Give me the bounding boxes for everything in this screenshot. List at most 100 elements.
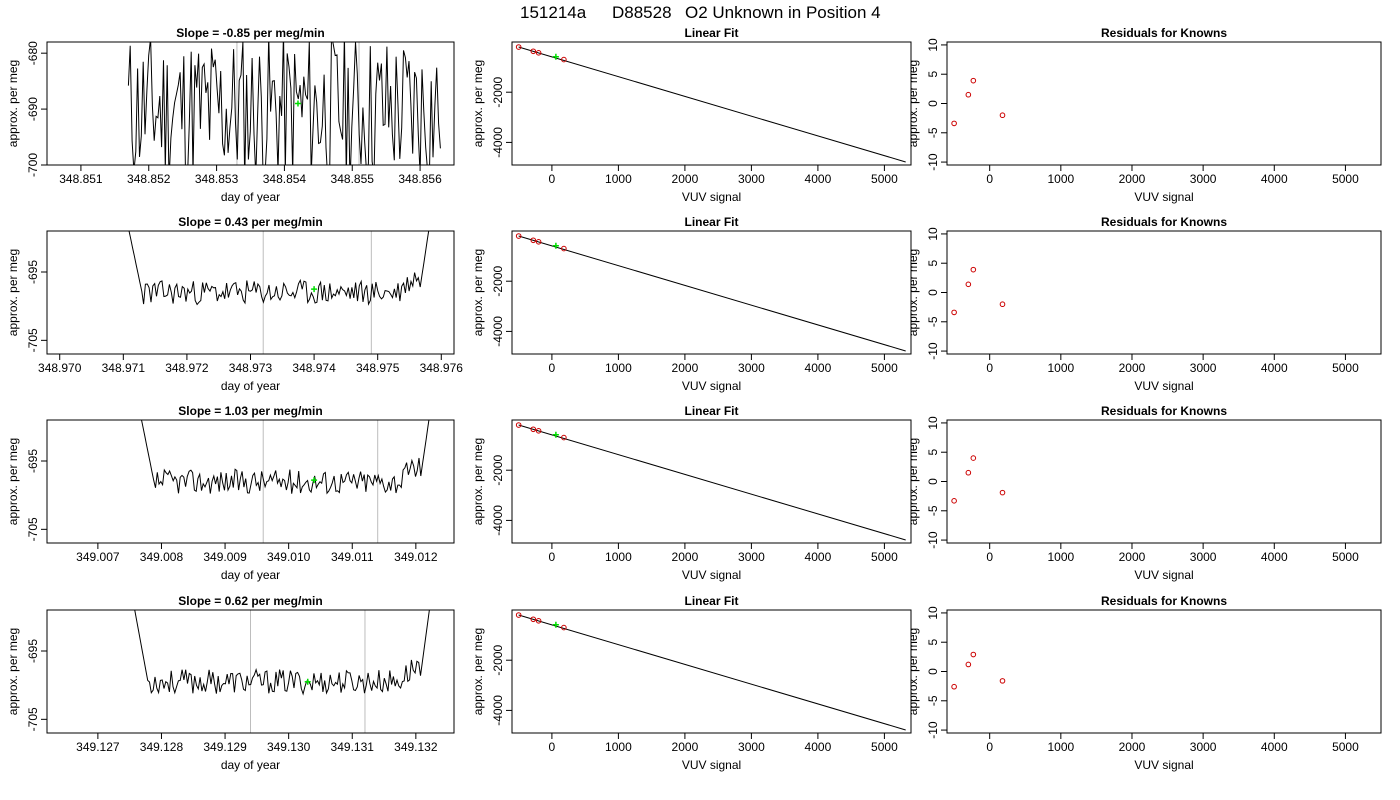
y-axis-label: approx. per meg xyxy=(906,249,920,336)
panel-residuals-row3: Residuals for Knowns 0 1000 2000 3000 4000 500… xyxy=(906,404,1382,582)
x-tick-label: 0 xyxy=(986,172,993,186)
panel-timeseries-row1: Slope = -0.85 per meg/min 348.851 348.852 3… xyxy=(6,26,455,204)
plot-frame xyxy=(46,41,455,166)
x-tick-label: 4000 xyxy=(805,550,832,564)
y-axis-label: approx. per meg xyxy=(6,628,20,715)
unknown-marker xyxy=(304,678,311,685)
y-axis-label: approx. per meg xyxy=(6,438,20,525)
x-tick-label: 4000 xyxy=(1261,172,1288,186)
plot-frame xyxy=(946,419,1382,544)
plot-frame xyxy=(511,419,912,544)
known-point xyxy=(535,427,542,434)
known-point xyxy=(515,612,522,618)
x-tick-label: 2000 xyxy=(672,172,699,186)
x-axis-label: VUV signal xyxy=(1134,190,1193,204)
x-tick-label: 5000 xyxy=(871,550,898,564)
known-point xyxy=(535,617,542,624)
x-tick-label: 0 xyxy=(549,740,556,754)
x-tick-label: 3000 xyxy=(1190,550,1217,564)
panel-fit-row1: Linear Fit 0 1000 2000 3000 4000 5000 -4000 -200… xyxy=(471,26,912,204)
x-tick-label: 349.010 xyxy=(267,550,311,564)
x-tick-label: 0 xyxy=(986,740,993,754)
plot-area xyxy=(515,44,906,163)
timeseries-line xyxy=(141,420,430,495)
fit-line xyxy=(518,424,906,541)
x-axis-label: day of year xyxy=(221,190,280,204)
y-tick-label: 10 xyxy=(926,38,940,52)
x-tick-label: 348.852 xyxy=(127,172,171,186)
plot-frame xyxy=(46,419,455,544)
plot-area xyxy=(141,420,430,543)
x-tick-label: 3000 xyxy=(738,172,765,186)
x-tick-label: 349.012 xyxy=(394,550,438,564)
x-axis-label: VUV signal xyxy=(682,568,741,582)
panel-residuals-row4: Residuals for Knowns 0 1000 2000 3000 4000 500… xyxy=(906,594,1382,772)
x-tick-label: 349.008 xyxy=(140,550,184,564)
x-tick-label: 0 xyxy=(986,550,993,564)
timeseries-line xyxy=(127,42,441,165)
known-point xyxy=(530,48,537,55)
plot-area xyxy=(951,651,1006,690)
residual-point xyxy=(970,266,977,273)
x-tick-label: 2000 xyxy=(672,740,699,754)
y-tick-label: 5 xyxy=(926,260,940,267)
panel-timeseries-row3: Slope = 1.03 per meg/min 349.007 349.008 34… xyxy=(6,404,455,582)
x-tick-label: 349.009 xyxy=(203,550,247,564)
plot-area xyxy=(127,42,441,165)
plot-area xyxy=(951,455,1006,504)
residual-point xyxy=(951,683,957,690)
y-tick-label: -5 xyxy=(926,316,940,327)
unknown-marker xyxy=(294,100,301,107)
y-tick-label: -4000 xyxy=(491,695,505,726)
residual-point xyxy=(999,301,1006,308)
x-tick-label: 348.976 xyxy=(420,361,464,375)
y-axis-label: approx. per meg xyxy=(471,438,485,525)
panel-fit-row4: Linear Fit 0 1000 2000 3000 4000 5000 -4000 -200… xyxy=(471,594,912,772)
y-tick-label: -2000 xyxy=(491,77,505,108)
x-tick-label: 1000 xyxy=(1047,172,1074,186)
fit-line xyxy=(518,614,906,731)
plot-title: Residuals for Knowns xyxy=(1101,26,1227,40)
x-tick-label: 348.854 xyxy=(263,172,307,186)
x-tick-label: 4000 xyxy=(1261,740,1288,754)
y-tick-label: 0 xyxy=(926,668,940,675)
x-tick-label: 1000 xyxy=(1047,550,1074,564)
y-axis-label: approx. per meg xyxy=(906,60,920,147)
y-axis-label: approx. per meg xyxy=(471,249,485,336)
figure-title-date: 151214a xyxy=(520,3,587,22)
y-axis-label: approx. per meg xyxy=(906,438,920,525)
x-tick-label: 0 xyxy=(549,550,556,564)
known-point xyxy=(561,245,567,252)
figure-title-description: O2 Unknown in Position 4 xyxy=(685,3,881,22)
y-tick-label: -2000 xyxy=(491,645,505,676)
x-tick-label: 4000 xyxy=(1261,550,1288,564)
x-tick-label: 349.127 xyxy=(76,740,120,754)
x-tick-label: 349.130 xyxy=(267,740,311,754)
x-tick-label: 2000 xyxy=(1119,740,1146,754)
x-tick-label: 5000 xyxy=(1332,740,1359,754)
x-tick-label: 349.129 xyxy=(203,740,247,754)
known-point xyxy=(530,426,537,433)
y-tick-label: -700 xyxy=(26,153,40,177)
residual-point xyxy=(999,112,1006,119)
plot-area xyxy=(128,231,430,354)
y-tick-label: -4000 xyxy=(491,505,505,536)
x-tick-label: 348.975 xyxy=(356,361,400,375)
plot-title: Slope = 0.62 per meg/min xyxy=(178,594,322,608)
known-point xyxy=(561,56,567,63)
plot-frame xyxy=(946,609,1382,734)
unknown-point xyxy=(552,431,559,438)
plot-frame xyxy=(511,230,912,355)
unknown-marker xyxy=(311,286,318,293)
plot-title: Slope = 0.43 per meg/min xyxy=(178,215,322,229)
y-axis-label: approx. per meg xyxy=(6,249,20,336)
residual-point xyxy=(999,678,1006,684)
fit-line xyxy=(518,235,906,352)
fit-line xyxy=(518,46,906,163)
x-tick-label: 4000 xyxy=(805,740,832,754)
plot-frame xyxy=(46,609,455,734)
x-tick-label: 3000 xyxy=(1190,740,1217,754)
plot-frame xyxy=(46,230,455,355)
known-point xyxy=(530,616,537,623)
x-tick-label: 349.131 xyxy=(331,740,375,754)
